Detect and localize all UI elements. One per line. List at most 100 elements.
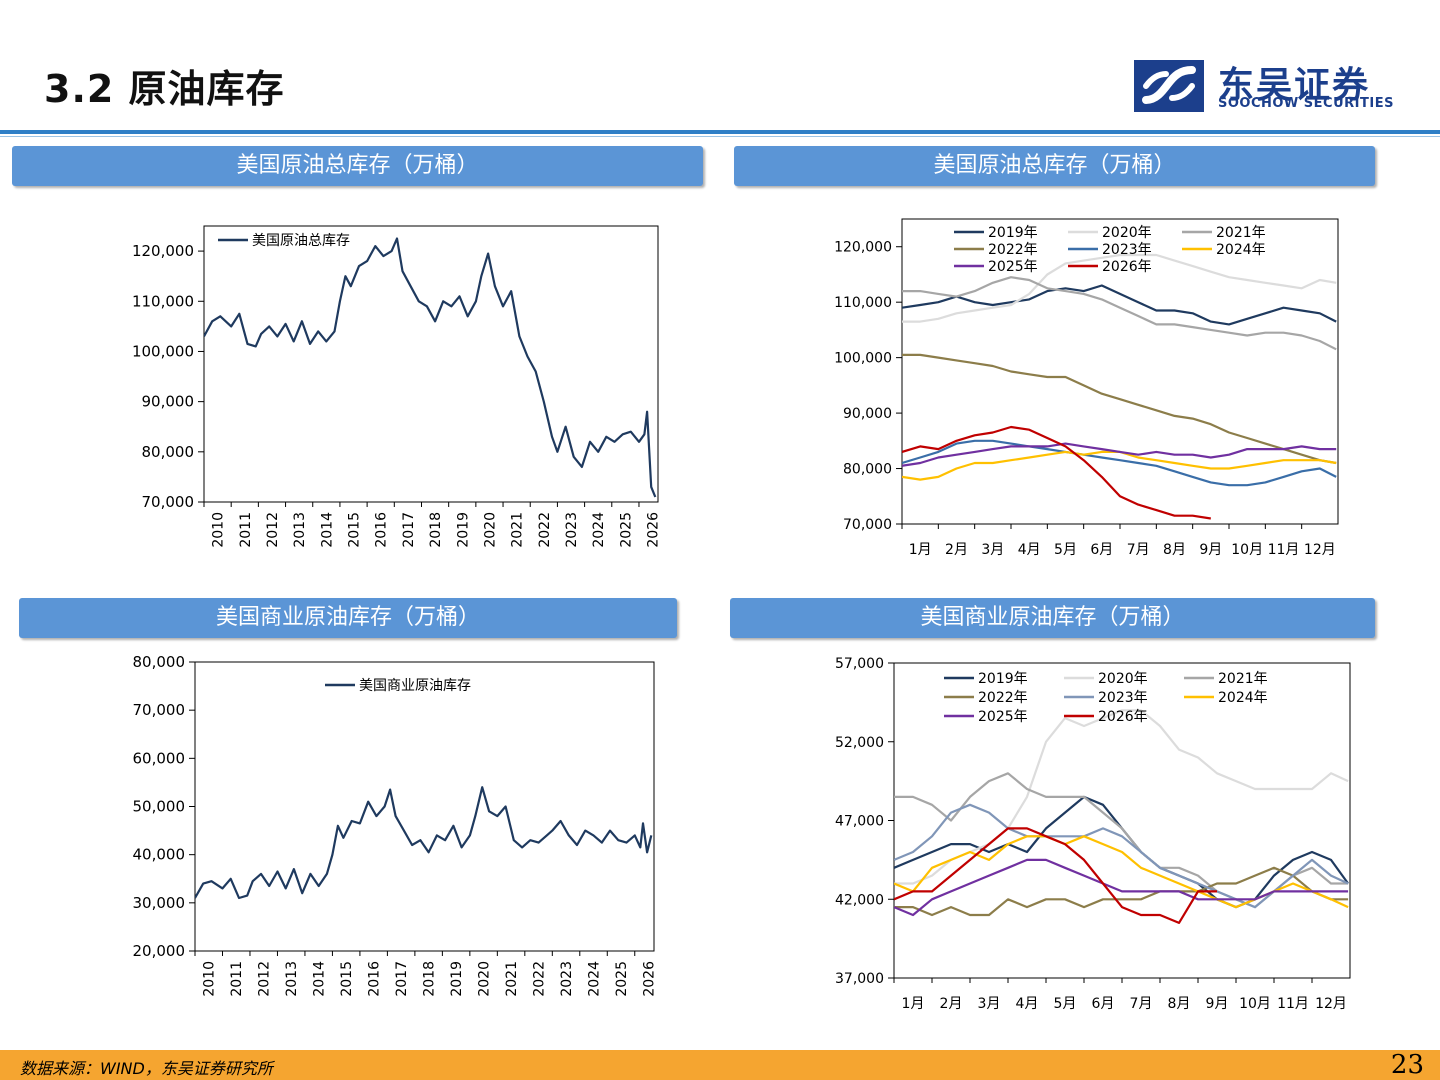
x-tick-label: 2022 bbox=[537, 512, 553, 548]
x-tick-label: 2014 bbox=[312, 961, 328, 997]
y-tick-label: 80,000 bbox=[843, 462, 892, 478]
chart-3: 37,000 42,000 47,000 52,000 57,000 1月 2月 3月 4月 5月… bbox=[835, 656, 1351, 1012]
series-line-2020年 bbox=[894, 709, 1349, 885]
page-number: 23 bbox=[1390, 1050, 1424, 1080]
x-tick-label: 2024 bbox=[591, 512, 607, 548]
legend-label: 2019年 bbox=[978, 671, 1028, 687]
x-tick-label: 2017 bbox=[394, 961, 410, 997]
y-tick-label: 110,000 bbox=[132, 292, 194, 310]
y-tick-label: 90,000 bbox=[843, 406, 892, 422]
x-tick-label: 2023 bbox=[564, 512, 580, 548]
y-tick-label: 100,000 bbox=[834, 351, 892, 367]
y-tick-label: 30,000 bbox=[133, 894, 186, 912]
x-tick-label: 1月 bbox=[902, 996, 925, 1012]
x-tick-label: 2013 bbox=[292, 512, 308, 548]
series-line-2025年 bbox=[894, 858, 1349, 917]
x-tick-label: 8月 bbox=[1163, 542, 1186, 558]
series-line-美国商业原油库存 bbox=[195, 786, 653, 900]
x-tick-label: 2023 bbox=[559, 961, 575, 997]
legend-label: 2020年 bbox=[1098, 671, 1148, 687]
plot-frame bbox=[194, 661, 655, 952]
x-tick-label: 2012 bbox=[265, 512, 281, 548]
x-tick-label: 7月 bbox=[1130, 996, 1153, 1012]
x-tick-label: 2011 bbox=[238, 512, 254, 548]
series-line-2022年 bbox=[902, 353, 1337, 465]
x-tick-label: 2026 bbox=[646, 512, 662, 548]
legend-label: 美国商业原油库存 bbox=[359, 678, 471, 694]
x-tick-label: 2019 bbox=[455, 512, 471, 548]
y-tick-label: 42,000 bbox=[835, 892, 884, 908]
x-tick-label: 1月 bbox=[909, 542, 932, 558]
x-tick-label: 2018 bbox=[422, 961, 438, 997]
y-tick-label: 70,000 bbox=[142, 493, 195, 511]
banner-commercial-inventory-history: 美国商业原油库存（万桶） bbox=[19, 598, 677, 638]
legend-label: 2021年 bbox=[1218, 671, 1268, 687]
series-line-2026年 bbox=[902, 425, 1211, 520]
legend-label: 2022年 bbox=[988, 242, 1038, 258]
x-tick-label: 11月 bbox=[1277, 996, 1309, 1012]
series-line-2024年 bbox=[902, 450, 1337, 481]
y-tick-label: 120,000 bbox=[834, 240, 892, 256]
x-tick-label: 2020 bbox=[482, 512, 498, 548]
legend-label: 2022年 bbox=[978, 690, 1028, 706]
x-tick-label: 2018 bbox=[428, 512, 444, 548]
x-tick-label: 2021 bbox=[510, 512, 526, 548]
header-divider bbox=[0, 130, 1440, 134]
x-tick-label: 11月 bbox=[1268, 542, 1300, 558]
x-tick-label: 2015 bbox=[347, 512, 363, 548]
y-tick-label: 70,000 bbox=[843, 517, 892, 533]
y-tick-label: 110,000 bbox=[834, 295, 892, 311]
x-tick-label: 9月 bbox=[1206, 996, 1229, 1012]
x-tick-label: 10月 bbox=[1239, 996, 1271, 1012]
x-tick-label: 4月 bbox=[1016, 996, 1039, 1012]
chart-0: 70,000 80,000 90,000 100,000 110,000 120,000 2… bbox=[132, 225, 662, 548]
plot-frame bbox=[203, 225, 659, 503]
chart-1: 70,000 80,000 90,000 100,000 110,000 120,000 1… bbox=[834, 218, 1339, 558]
x-tick-label: 2013 bbox=[284, 961, 300, 997]
y-tick-label: 37,000 bbox=[835, 971, 884, 987]
series-line-2020年 bbox=[902, 253, 1337, 323]
x-tick-label: 2016 bbox=[367, 961, 383, 997]
x-tick-label: 2025 bbox=[618, 512, 634, 548]
y-tick-label: 70,000 bbox=[133, 701, 186, 719]
y-tick-label: 57,000 bbox=[835, 656, 884, 672]
legend-label: 2024年 bbox=[1218, 690, 1268, 706]
x-tick-label: 12月 bbox=[1304, 542, 1336, 558]
x-tick-label: 2010 bbox=[211, 512, 227, 548]
legend-label: 2026年 bbox=[1098, 709, 1148, 725]
logo-name-en: SOOCHOW SECURITIES bbox=[1218, 96, 1394, 111]
soochow-logo: 东吴证券 SOOCHOW SECURITIES bbox=[1132, 56, 1412, 116]
legend-label: 2025年 bbox=[978, 709, 1028, 725]
x-tick-label: 10月 bbox=[1231, 542, 1263, 558]
x-tick-label: 2014 bbox=[319, 512, 335, 548]
series-line-2023年 bbox=[902, 439, 1337, 487]
chart-2: 20,000 30,000 40,000 50,000 60,000 70,000 80,0… bbox=[133, 653, 658, 997]
header-divider-thin bbox=[0, 136, 1440, 137]
x-tick-label: 2024 bbox=[587, 961, 603, 997]
series-line-2022年 bbox=[894, 866, 1349, 917]
x-tick-label: 3月 bbox=[978, 996, 1001, 1012]
legend-label: 2021年 bbox=[1216, 225, 1266, 241]
y-tick-label: 50,000 bbox=[133, 798, 186, 816]
y-tick-label: 52,000 bbox=[835, 735, 884, 751]
x-tick-label: 2月 bbox=[945, 542, 968, 558]
x-tick-label: 4月 bbox=[1018, 542, 1041, 558]
x-tick-label: 2026 bbox=[642, 961, 658, 997]
legend-label: 2020年 bbox=[1102, 225, 1152, 241]
x-tick-label: 2012 bbox=[257, 961, 273, 997]
y-tick-label: 20,000 bbox=[133, 942, 186, 960]
y-tick-label: 40,000 bbox=[133, 846, 186, 864]
x-tick-label: 2021 bbox=[504, 961, 520, 997]
y-tick-label: 47,000 bbox=[835, 814, 884, 830]
banner-commercial-inventory-seasonal: 美国商业原油库存（万桶） bbox=[730, 598, 1375, 638]
x-tick-label: 3月 bbox=[981, 542, 1004, 558]
footer-bar bbox=[0, 1050, 1440, 1080]
legend-label: 2024年 bbox=[1216, 242, 1266, 258]
legend-label: 2023年 bbox=[1102, 242, 1152, 258]
series-line-2025年 bbox=[902, 442, 1337, 467]
y-tick-label: 60,000 bbox=[133, 749, 186, 767]
x-tick-label: 8月 bbox=[1168, 996, 1191, 1012]
series-line-2026年 bbox=[894, 827, 1217, 925]
series-line-2019年 bbox=[902, 284, 1337, 326]
